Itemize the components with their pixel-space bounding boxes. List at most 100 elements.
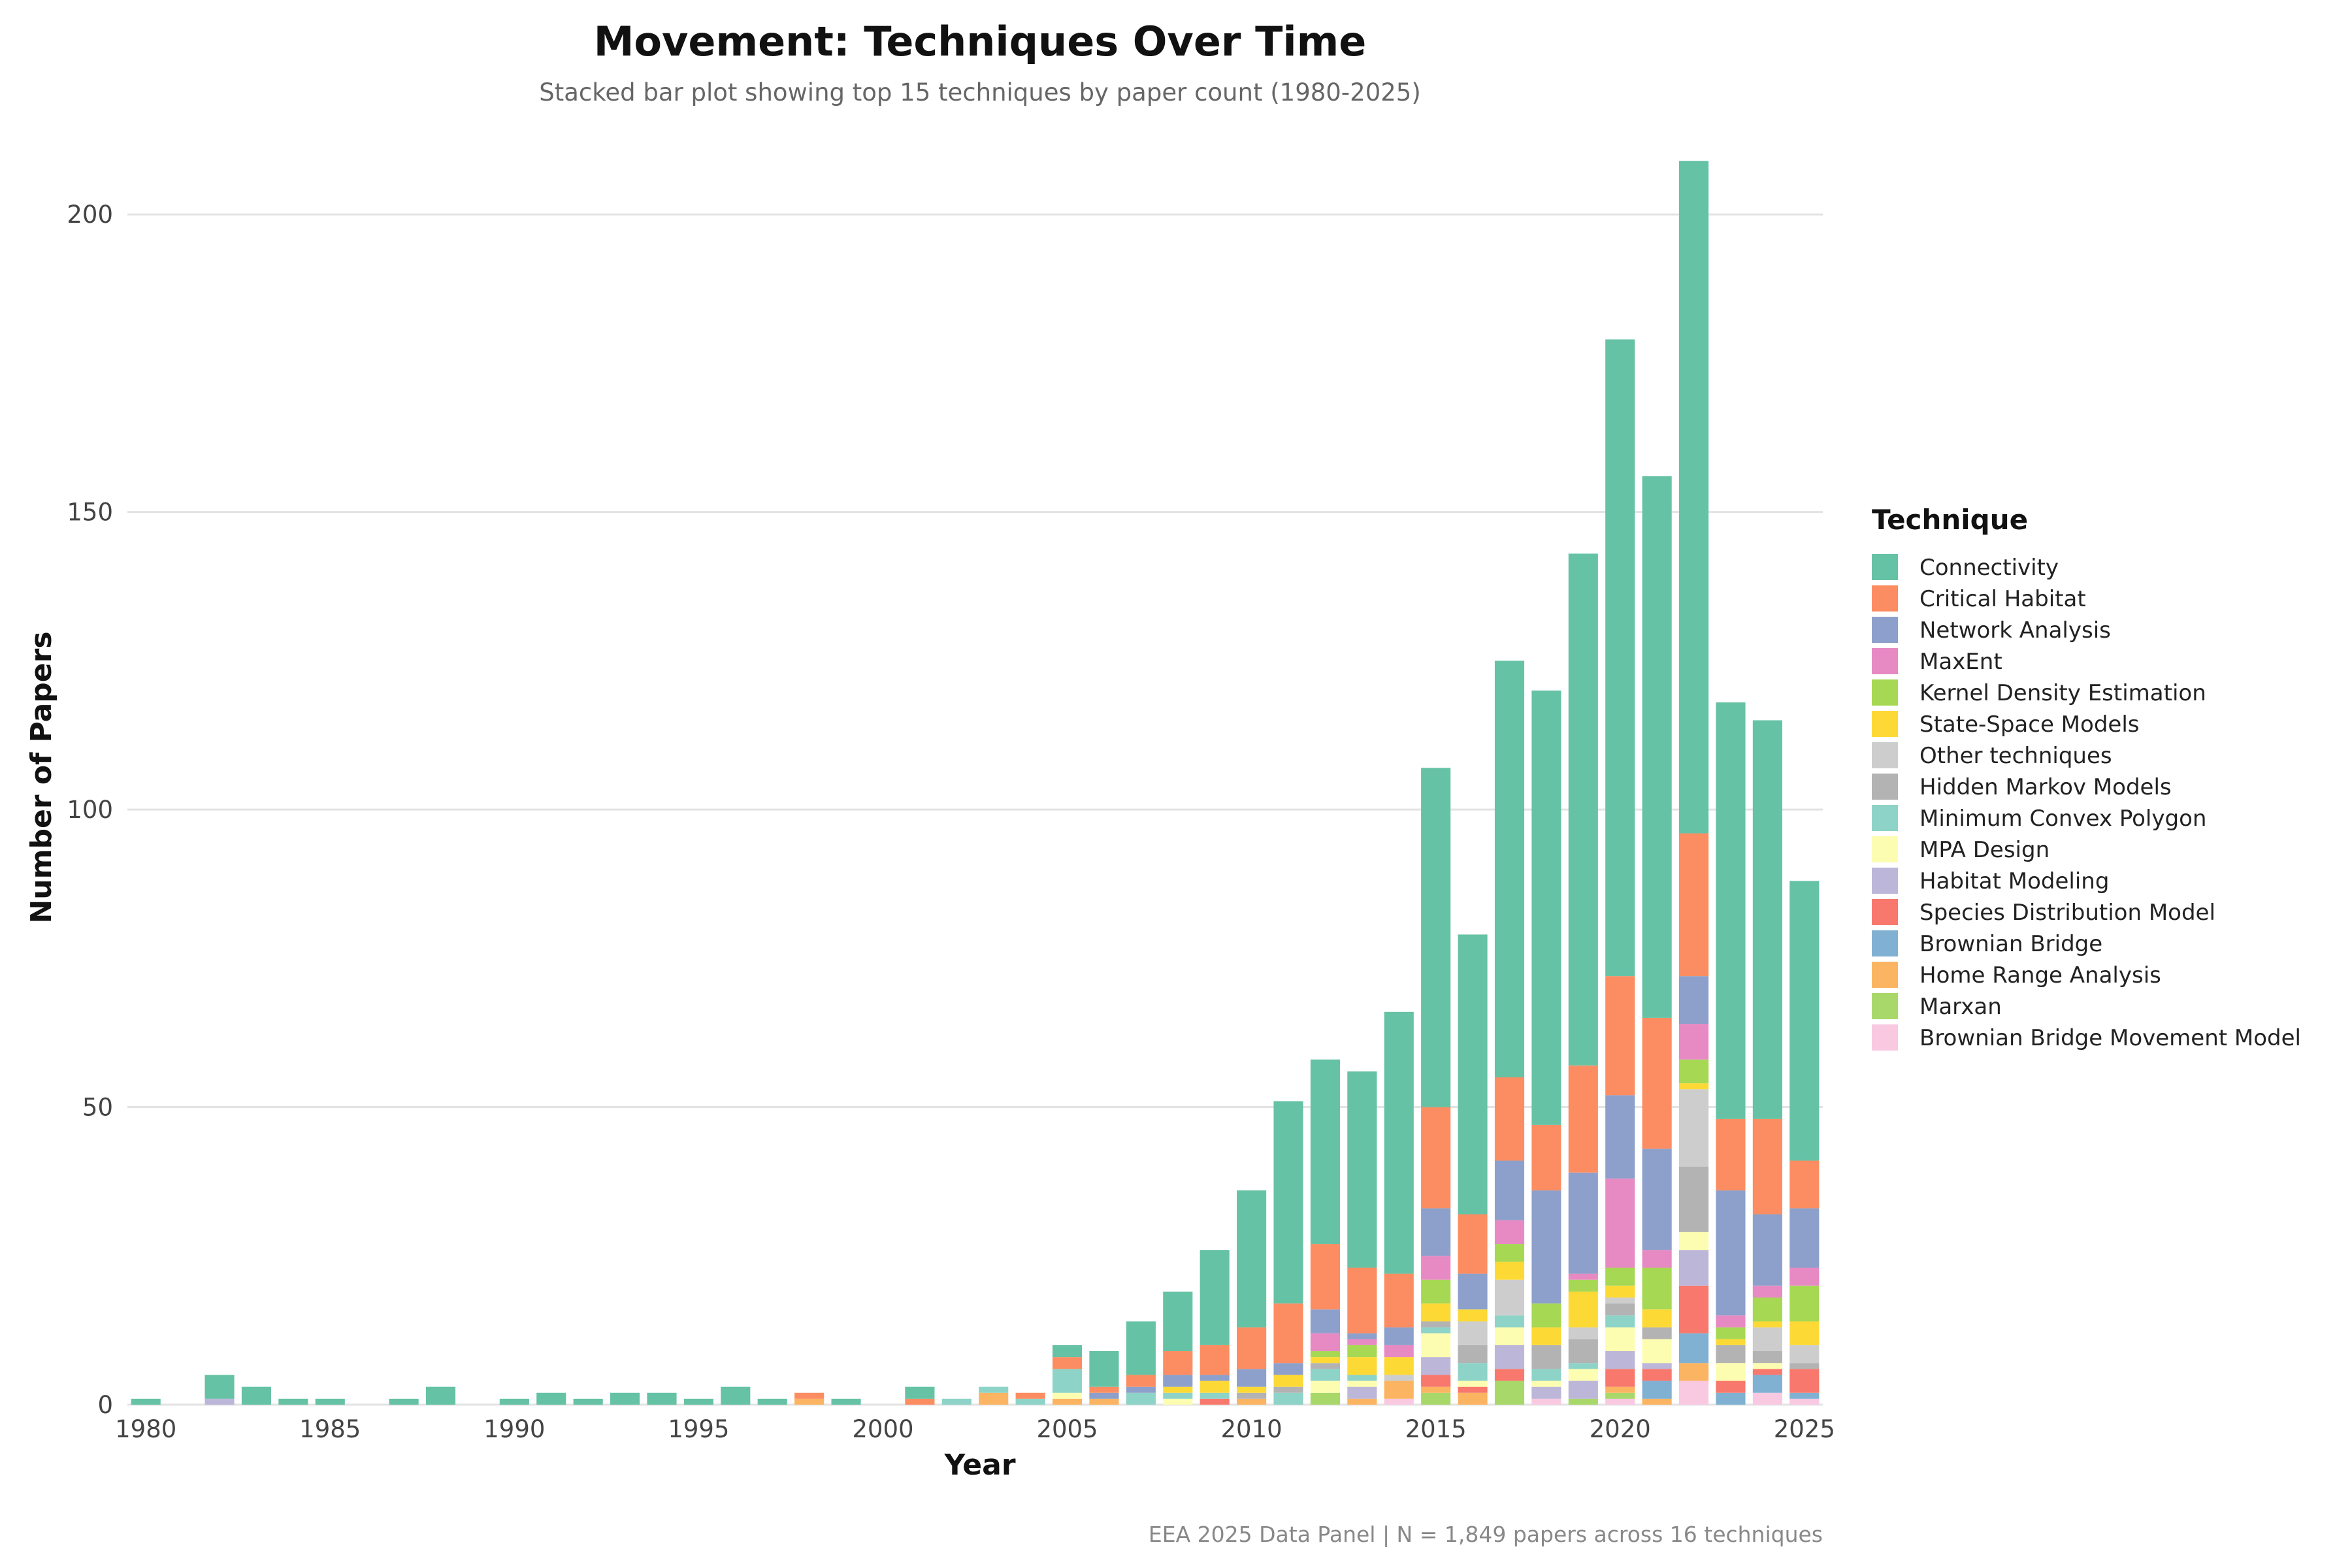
legend-label: Critical Habitat: [1919, 586, 2086, 612]
bar-segment: [1237, 1190, 1267, 1328]
bar-segment: [1237, 1386, 1267, 1393]
bar-segment: [204, 1375, 235, 1399]
bar-segment: [1052, 1369, 1083, 1393]
legend-label: Habitat Modeling: [1919, 868, 2109, 894]
bar-segment: [1494, 1279, 1525, 1316]
legend-swatch: [1872, 617, 1898, 643]
bar-segment: [1310, 1333, 1340, 1352]
legend-label: Kernel Density Estimation: [1919, 680, 2206, 706]
bar-segment: [1126, 1392, 1156, 1405]
bar-segment: [1716, 1339, 1746, 1345]
bar-segment: [647, 1392, 677, 1405]
bar-segment: [1126, 1375, 1156, 1387]
legend-label: Network Analysis: [1919, 617, 2111, 644]
bar-segment: [1716, 1315, 1746, 1328]
bar-segment: [1568, 1279, 1598, 1292]
bar-segment: [1752, 720, 1782, 1119]
bar-segment: [1568, 1273, 1598, 1280]
legend-swatch: [1872, 836, 1898, 862]
bar-segment: [1752, 1214, 1782, 1286]
bar-segment: [1273, 1386, 1303, 1393]
bar-segment: [1126, 1321, 1156, 1375]
bar-segment: [1200, 1380, 1230, 1393]
bar-segment: [1200, 1250, 1230, 1345]
bar-segment: [1568, 1398, 1598, 1405]
bar-segment: [1458, 1345, 1488, 1364]
bar-segment: [1494, 1244, 1525, 1262]
bar-segment: [1237, 1392, 1267, 1399]
bar-segment: [1752, 1285, 1782, 1298]
bar-segment: [1273, 1375, 1303, 1387]
bar-segment: [1421, 1321, 1451, 1328]
bar-segment: [1605, 1303, 1635, 1316]
legend-label: State-Space Models: [1919, 711, 2139, 738]
bar-segment: [1089, 1398, 1119, 1405]
bar-segment: [1384, 1345, 1414, 1358]
bar-segment: [1421, 1279, 1451, 1304]
x-tick-label: 2015: [1405, 1415, 1467, 1443]
bar-segment: [1494, 1327, 1525, 1345]
chart-subtitle: Stacked bar plot showing top 15 techniqu…: [539, 78, 1421, 106]
bar-segment: [1494, 1220, 1525, 1245]
chart-title: Movement: Techniques Over Time: [594, 18, 1367, 65]
bar-segment: [1531, 1369, 1561, 1381]
bar-segment: [1200, 1375, 1230, 1381]
bar-segment: [1273, 1363, 1303, 1375]
bar-segment: [1421, 1357, 1451, 1375]
bar-segment: [905, 1398, 935, 1405]
bar-segment: [1531, 690, 1561, 1125]
bar-segment: [1568, 1172, 1598, 1274]
bar-segment: [1642, 1250, 1672, 1268]
bar-segment: [941, 1398, 972, 1405]
bar-segment: [1716, 1380, 1746, 1393]
bar-segment: [1752, 1321, 1782, 1328]
bar-segment: [1678, 1166, 1709, 1232]
legend-label: MPA Design: [1919, 837, 2050, 863]
bar-segment: [1458, 1386, 1488, 1393]
bar-segment: [1347, 1380, 1377, 1387]
bar-segment: [315, 1398, 345, 1405]
legend-label: Hidden Markov Models: [1919, 774, 2172, 800]
legend-title: Technique: [1872, 504, 2028, 536]
bar-segment: [1752, 1119, 1782, 1215]
chart-caption: EEA 2025 Data Panel | N = 1,849 papers a…: [1149, 1522, 1823, 1547]
bar-segment: [1421, 768, 1451, 1107]
bar-segment: [979, 1386, 1009, 1393]
bar-segment: [1752, 1298, 1782, 1322]
y-axis-ticks: 0 50 100 150 200: [67, 201, 113, 1419]
bar-segment: [979, 1392, 1009, 1405]
legend-label: Home Range Analysis: [1919, 962, 2161, 988]
bar-segment: [1310, 1351, 1340, 1358]
bar-segment: [1605, 1267, 1635, 1286]
bar-segment: [1678, 1232, 1709, 1250]
bar-segment: [1163, 1375, 1193, 1387]
bar-segment: [1458, 1392, 1488, 1405]
bar-segment: [1531, 1380, 1561, 1387]
legend-label: Minimum Convex Polygon: [1919, 806, 2206, 832]
bar-segment: [1531, 1345, 1561, 1369]
bar-segment: [1789, 881, 1820, 1161]
legend-swatch: [1872, 711, 1898, 737]
x-tick-label: 1990: [483, 1415, 545, 1443]
bar-segment: [1605, 1315, 1635, 1328]
bar-segment: [1015, 1392, 1045, 1399]
bar-segment: [389, 1398, 419, 1405]
bar-segment: [610, 1392, 640, 1405]
bar-segment: [1716, 1119, 1746, 1191]
bar-segment: [1678, 1089, 1709, 1167]
bar-segment: [1163, 1398, 1193, 1405]
bar-segment: [1568, 1380, 1598, 1399]
bar-segment: [1531, 1303, 1561, 1328]
bar-segment: [1568, 1065, 1598, 1173]
bar-segment: [1605, 1298, 1635, 1304]
bar-segment: [1678, 1363, 1709, 1381]
x-tick-label: 1995: [668, 1415, 729, 1443]
bar-segment: [1716, 1345, 1746, 1364]
bar-segment: [1273, 1392, 1303, 1405]
bar-segment: [1384, 1327, 1414, 1345]
bar-segment: [1568, 1339, 1598, 1364]
bar-segment: [1752, 1327, 1782, 1352]
bar-segment: [1163, 1392, 1193, 1399]
bar-segment: [1237, 1327, 1267, 1369]
